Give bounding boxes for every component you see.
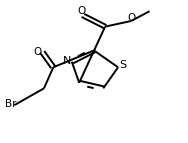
Text: O: O xyxy=(33,47,42,57)
Text: S: S xyxy=(119,60,126,70)
Text: Br: Br xyxy=(5,99,16,109)
Text: O: O xyxy=(128,13,136,22)
Text: N: N xyxy=(63,56,71,66)
Text: O: O xyxy=(77,6,85,16)
